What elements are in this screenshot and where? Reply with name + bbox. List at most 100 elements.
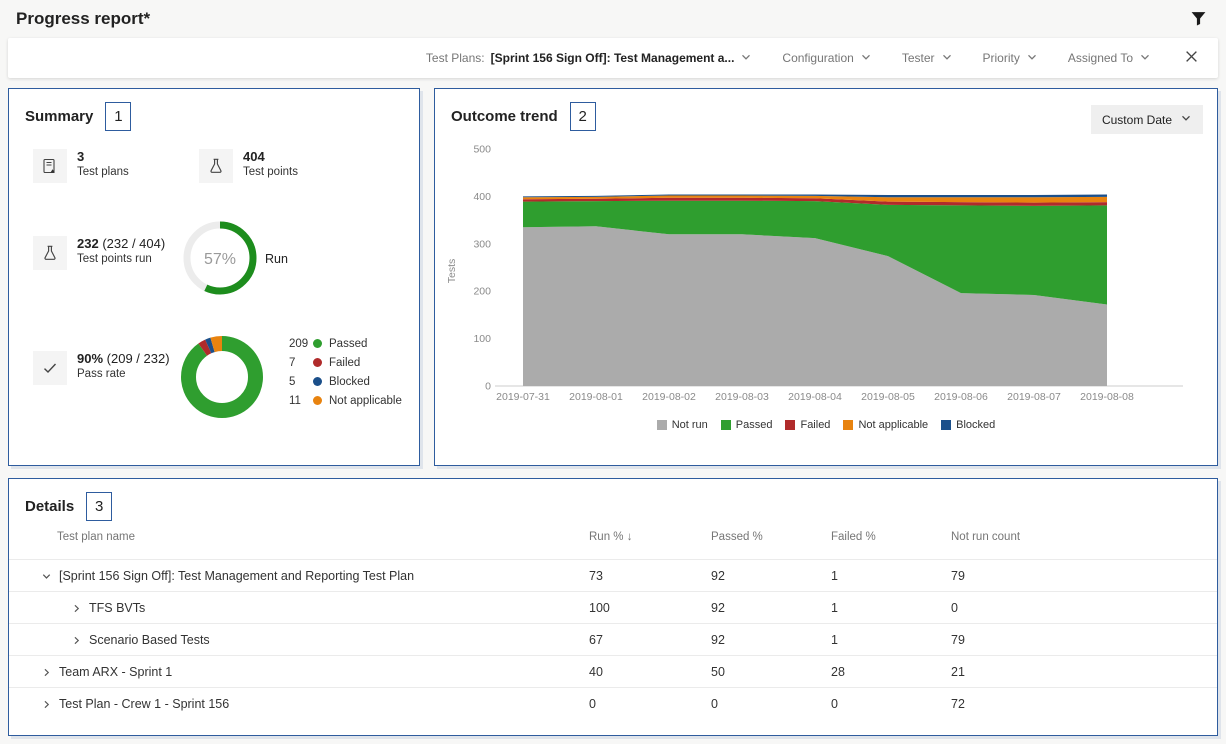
table-row[interactable]: Team ARX - Sprint 1 40 50 28 21 — [9, 655, 1217, 687]
chevron-down-icon[interactable] — [39, 560, 53, 592]
x-tick-label: 2019-08-02 — [642, 391, 696, 403]
column-not-run-count[interactable]: Not run count — [951, 531, 1021, 543]
legend-dot — [313, 339, 322, 348]
column-failed-percent[interactable]: Failed % — [831, 531, 876, 543]
legend-swatch — [941, 420, 952, 430]
chevron-down-icon — [860, 51, 872, 66]
cell-notrun: 79 — [951, 569, 965, 583]
stat-label: Test plans — [77, 166, 129, 178]
trend-area-passed — [523, 200, 1107, 305]
table-row[interactable]: TFS BVTs 100 92 1 0 — [9, 591, 1217, 623]
table-row[interactable]: Test Plan - Crew 1 - Sprint 156 0 0 0 72 — [9, 687, 1217, 719]
test-plan-icon — [33, 149, 67, 183]
chevron-right-icon[interactable] — [39, 688, 53, 720]
custom-date-button[interactable]: Custom Date — [1090, 105, 1203, 134]
filter-dropdown-label: Priority — [982, 51, 1020, 65]
test-plans-filter-label: Test Plans: — [425, 51, 485, 65]
chevron-right-icon[interactable] — [39, 656, 53, 688]
cell-run: 100 — [589, 601, 610, 615]
filter-dropdown-assigned-to[interactable]: Assigned To — [1068, 51, 1151, 66]
cell-run: 40 — [589, 665, 603, 679]
outcome-trend-card: Outcome trend 2 Custom Date 0 100 200 300 40… — [434, 88, 1218, 466]
test-plans-filter-value: [Sprint 156 Sign Off]: Test Management a… — [490, 51, 735, 65]
stat-value: 3 — [77, 149, 85, 164]
y-tick-label: 200 — [473, 286, 491, 298]
cell-failed: 1 — [831, 633, 838, 647]
close-icon[interactable] — [1181, 48, 1202, 69]
x-tick-label: 2019-08-06 — [934, 391, 988, 403]
chevron-down-icon — [941, 51, 953, 66]
filter-dropdown-configuration[interactable]: Configuration — [782, 51, 871, 66]
callout-badge-3: 3 — [86, 492, 113, 521]
summary-card: Summary 1 3 Test plans 404 Test points 232 (… — [8, 88, 420, 466]
details-table-header: Test plan name Run % ↓ Passed % Failed %… — [9, 523, 1217, 557]
stat-text: 3 Test plans — [77, 149, 129, 183]
stat-detail: (209 / 232) — [106, 351, 170, 366]
trend-chart-svg: 0 100 200 300 400 500 Tests 2019-07-31 2019-08-0… — [446, 144, 1183, 403]
test-plan-name: Scenario Based Tests — [89, 633, 210, 647]
callout-badge-2: 2 — [569, 102, 596, 131]
x-tick-label: 2019-08-04 — [788, 391, 842, 403]
legend-value: 11 — [289, 394, 301, 407]
y-axis-label: Tests — [446, 259, 458, 284]
legend-label: Passed — [329, 337, 368, 350]
x-tick-label: 2019-08-05 — [861, 391, 915, 403]
filter-dropdown-label: Configuration — [782, 51, 854, 65]
y-tick-label: 400 — [473, 191, 491, 203]
test-plan-name: Team ARX - Sprint 1 — [59, 665, 173, 679]
stat-text: 404 Test points — [243, 149, 298, 183]
y-tick-label: 100 — [473, 333, 491, 345]
test-plans-filter[interactable]: Test Plans: [Sprint 156 Sign Off]: Test … — [426, 51, 753, 66]
chevron-down-icon — [1180, 112, 1192, 127]
table-row[interactable]: Scenario Based Tests 67 92 1 79 — [9, 623, 1217, 655]
donut-legend-item: 11 Not applicable — [289, 394, 402, 407]
legend-dot — [313, 358, 322, 367]
page-title: Progress report* — [16, 9, 151, 28]
details-title: Details — [25, 498, 75, 515]
cell-failed: 1 — [831, 601, 838, 615]
filter-dropdown-priority[interactable]: Priority — [983, 51, 1038, 66]
details-table-body: [Sprint 156 Sign Off]: Test Management a… — [9, 559, 1217, 719]
donut-legend: 209 Passed 7 Failed 5 Blocked 11 Not applicable — [289, 337, 402, 407]
column-run-percent[interactable]: Run % ↓ — [589, 531, 633, 543]
trend-area-failed — [523, 197, 1107, 206]
cell-notrun: 79 — [951, 633, 965, 647]
stat-pass-rate: 90% (209 / 232) Pass rate — [33, 351, 170, 385]
filter-dropdown-tester[interactable]: Tester — [902, 51, 953, 66]
filter-funnel-icon[interactable] — [1190, 10, 1212, 32]
stat-label: Test points run — [77, 253, 152, 265]
y-tick-label: 0 — [485, 381, 491, 393]
donut-legend-item: 209 Passed — [289, 337, 402, 350]
column-passed-percent[interactable]: Passed % — [711, 531, 763, 543]
legend-label: Failed — [329, 356, 361, 369]
filter-bar: Test Plans: [Sprint 156 Sign Off]: Test … — [8, 38, 1218, 78]
y-tick-label: 500 — [473, 144, 491, 156]
legend-label: Not applicable — [329, 394, 402, 407]
column-test-plan-name[interactable]: Test plan name — [57, 531, 135, 543]
legend-dot — [313, 377, 322, 386]
stat-value: 404 — [243, 149, 265, 164]
chevron-right-icon[interactable] — [69, 592, 83, 624]
cell-passed: 0 — [711, 697, 718, 711]
legend-label: Failed — [800, 419, 831, 431]
cell-notrun: 72 — [951, 697, 965, 711]
legend-swatch — [785, 420, 796, 430]
trend-area-blocked — [523, 194, 1107, 198]
x-tick-label: 2019-08-08 — [1080, 391, 1134, 403]
summary-title: Summary — [25, 108, 94, 125]
chevron-right-icon[interactable] — [69, 624, 83, 656]
cell-passed: 92 — [711, 569, 725, 583]
outcome-trend-title: Outcome trend — [451, 108, 558, 125]
stat-test-points: 404 Test points — [199, 149, 298, 183]
table-row[interactable]: [Sprint 156 Sign Off]: Test Management a… — [9, 559, 1217, 591]
run-ring-label: Run — [265, 252, 288, 266]
legend-label: Not run — [671, 419, 708, 431]
donut-legend-item: 5 Blocked — [289, 375, 402, 388]
stat-label: Test points — [243, 166, 298, 178]
stat-label: Pass rate — [77, 368, 126, 380]
cell-passed: 92 — [711, 601, 725, 615]
stat-text: 90% (209 / 232) Pass rate — [77, 351, 170, 385]
x-tick-label: 2019-08-03 — [715, 391, 769, 403]
cell-failed: 0 — [831, 697, 838, 711]
cell-notrun: 0 — [951, 601, 958, 615]
